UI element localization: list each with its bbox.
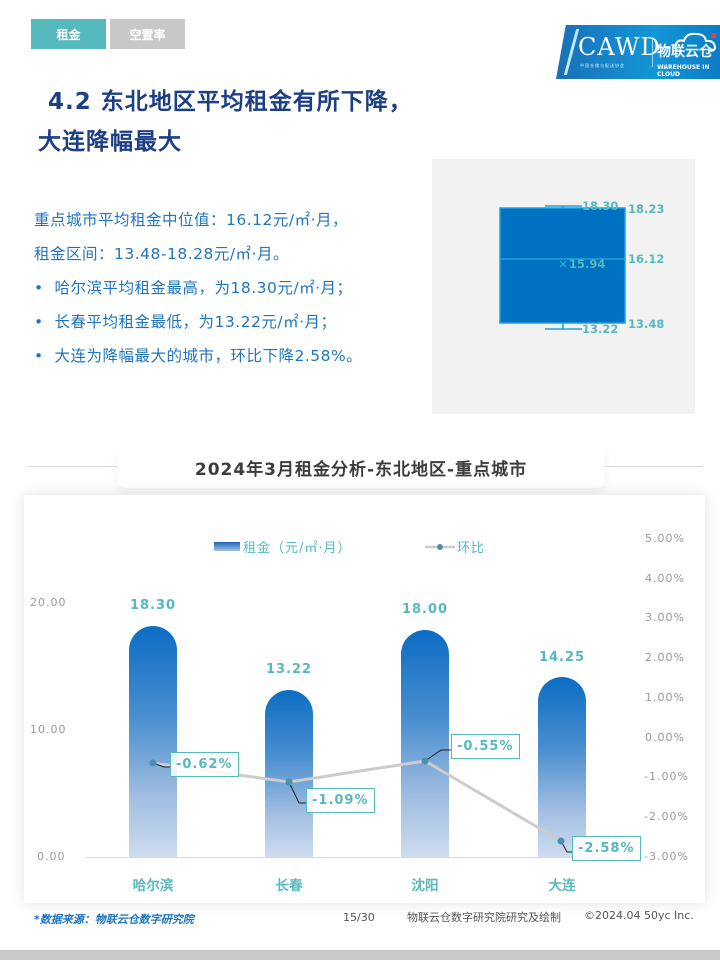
copyright-text: ©2024.04 50yc Inc. bbox=[584, 909, 694, 922]
bar-value-label: 18.00 bbox=[401, 602, 449, 617]
logo-brand-en: WAREHOUSE IN CLOUD bbox=[657, 64, 710, 78]
line-point bbox=[149, 759, 157, 767]
page-title-line1: 4.2 东北地区平均租金有所下降， bbox=[48, 89, 413, 115]
page-number: 15/30 bbox=[343, 911, 375, 924]
logo-divider bbox=[652, 37, 653, 67]
legend-rent-label: 租金（元/㎡·月） bbox=[243, 541, 352, 556]
bar-dalian[interactable] bbox=[538, 677, 586, 857]
box-max-label: 18.30 bbox=[582, 199, 619, 213]
chart-title: 2024年3月租金分析-东北地区-重点城市 bbox=[117, 446, 605, 488]
legend-rent: 租金（元/㎡·月） bbox=[214, 537, 352, 556]
x-label-changchun: 长春 bbox=[275, 878, 303, 894]
cawd-logo: CAWD 中国仓储与配送协会 物联云仓 WAREHOUSE IN CLOUD bbox=[556, 25, 720, 79]
box-min-label: 13.22 bbox=[582, 322, 619, 336]
bar-value-label: 14.25 bbox=[538, 650, 586, 665]
summary-median: 重点城市平均租金中位值：16.12元/㎡·月， bbox=[34, 211, 349, 229]
bar-value-label: 13.22 bbox=[265, 662, 313, 677]
mom-label-harbin: -0.62% bbox=[170, 752, 239, 777]
bullet-icon: • bbox=[34, 279, 44, 297]
bullet-text: 长春平均租金最低，为13.22元/㎡·月； bbox=[54, 313, 337, 331]
logo-cawd-text: CAWD bbox=[578, 33, 661, 61]
box-q1-label: 13.48 bbox=[628, 317, 665, 331]
box-median-label: 16.12 bbox=[628, 252, 665, 266]
x-label-harbin: 哈尔滨 bbox=[132, 878, 174, 894]
summary-bullet-highest: • 哈尔滨平均租金最高，为18.30元/㎡·月； bbox=[34, 276, 353, 298]
bullet-text: 大连为降幅最大的城市，环比下降2.58%。 bbox=[54, 347, 363, 365]
mom-label-dalian: -2.58% bbox=[572, 836, 641, 861]
summary-bullet-lowest: • 长春平均租金最低，为13.22元/㎡·月； bbox=[34, 310, 337, 332]
box-mean-label: 15.94 bbox=[569, 257, 606, 271]
bar-swatch-icon bbox=[214, 542, 240, 551]
line-point bbox=[557, 837, 565, 845]
bottom-band bbox=[0, 950, 720, 960]
bullet-icon: • bbox=[34, 313, 44, 331]
box-plot-panel: 18.30 18.23 16.12 × 15.94 13.48 13.22 bbox=[432, 159, 695, 414]
y-left-tick: 10.00 bbox=[30, 723, 67, 736]
y-right-tick: -1.00% bbox=[644, 770, 689, 783]
legend-mom-label: 环比 bbox=[457, 541, 486, 556]
mean-marker-icon: × bbox=[558, 257, 569, 271]
y-right-tick: 5.00% bbox=[645, 532, 685, 545]
logo-brand-cn: 物联云仓 bbox=[657, 44, 713, 60]
box-q3-label: 18.23 bbox=[628, 202, 665, 216]
line-point bbox=[421, 757, 429, 765]
cloud-icon bbox=[674, 32, 717, 52]
logo-cawd-subtitle: 中国仓储与配送协会 bbox=[580, 63, 625, 68]
x-axis-baseline bbox=[86, 857, 618, 858]
y-right-tick: 0.00% bbox=[645, 731, 685, 744]
bullet-icon: • bbox=[34, 347, 44, 365]
line-point bbox=[285, 778, 293, 786]
y-right-tick: 3.00% bbox=[645, 611, 685, 624]
bar-shenyang[interactable] bbox=[401, 630, 449, 857]
y-right-tick: -2.00% bbox=[644, 810, 689, 823]
box-plot bbox=[499, 205, 626, 330]
mom-label-changchun: -1.09% bbox=[306, 788, 375, 813]
bar-value-label: 18.30 bbox=[129, 598, 177, 613]
section-divider-left bbox=[27, 466, 117, 467]
mom-label-shenyang: -0.55% bbox=[451, 734, 520, 759]
y-left-tick: 20.00 bbox=[30, 596, 67, 609]
page-title-line2: 大连降幅最大 bbox=[38, 129, 182, 155]
credit-text: 物联云仓数字研究院研究及绘制 bbox=[407, 911, 561, 924]
data-source: *数据来源：物联云仓数字研究院 bbox=[34, 913, 194, 926]
legend-mom: 环比 bbox=[425, 537, 485, 556]
bullet-text: 哈尔滨平均租金最高，为18.30元/㎡·月； bbox=[54, 279, 353, 297]
x-label-shenyang: 沈阳 bbox=[411, 878, 439, 894]
y-right-tick: 4.00% bbox=[645, 572, 685, 585]
bar-harbin[interactable] bbox=[129, 626, 177, 857]
bar-changchun[interactable] bbox=[265, 690, 313, 857]
y-right-tick: 1.00% bbox=[645, 691, 685, 704]
summary-range: 租金区间：13.48-18.28元/㎡·月。 bbox=[34, 245, 289, 263]
y-right-tick: -3.00% bbox=[644, 850, 689, 863]
tab-rent[interactable]: 租金 bbox=[31, 19, 106, 49]
section-divider-right bbox=[605, 466, 703, 467]
tab-vacancy-rate[interactable]: 空置率 bbox=[110, 19, 185, 49]
summary-bullet-largest-drop: • 大连为降幅最大的城市，环比下降2.58%。 bbox=[34, 344, 362, 366]
y-left-tick: 0.00 bbox=[37, 850, 66, 863]
y-right-tick: 2.00% bbox=[645, 651, 685, 664]
x-label-dalian: 大连 bbox=[548, 878, 576, 894]
line-marker-icon bbox=[425, 543, 455, 550]
